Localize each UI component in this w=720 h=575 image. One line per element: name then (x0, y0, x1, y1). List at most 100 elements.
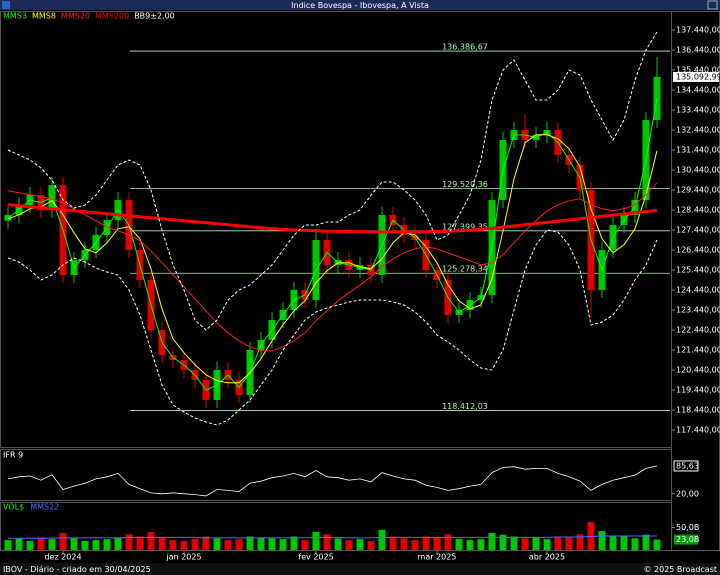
volume-bar (411, 540, 419, 550)
volume-bar (499, 534, 507, 550)
volume-bar (356, 539, 364, 550)
y-tick-label: 124.440,00 (676, 286, 720, 295)
volume-bar (235, 539, 243, 550)
candle-body (4, 215, 12, 221)
y-tick-label: 129.440,00 (676, 186, 720, 195)
y-tick-label: 119.440,00 (676, 386, 720, 395)
x-tick-label: jan 2025 (165, 553, 201, 562)
volume-bar (81, 541, 89, 550)
y-tick-label: 131.440,00 (676, 146, 720, 155)
volume-bar (653, 539, 661, 550)
candle-body (653, 76, 661, 120)
y-tick-label: 132.440,00 (676, 126, 720, 135)
volume-bar (367, 541, 375, 550)
y-tick-label: 85,63 (676, 461, 699, 470)
volume-bar (125, 534, 133, 550)
rsi-value-tag (673, 460, 699, 472)
volume-bar (323, 534, 331, 550)
x-tick-label: dez 2024 (44, 553, 81, 562)
volume-bar (609, 535, 617, 550)
y-tick-label: 117.440,00 (676, 426, 720, 435)
last-price-label: 135.092,99 (676, 72, 720, 81)
volume-bar (543, 539, 551, 550)
y-tick-label: 128.440,00 (676, 206, 720, 215)
y-tick-label: 137.440,00 (676, 26, 720, 35)
indicator-line (7, 203, 658, 234)
x-tick-label: abr 2025 (529, 553, 565, 562)
indicator-line (7, 134, 658, 384)
volume-bar (598, 531, 606, 550)
volume-bar (488, 532, 496, 550)
legend-entry: MMS22 (30, 503, 59, 512)
plot-layer: 117.440,00 118.440,00 119.440,00 120.440,00… (3, 12, 720, 562)
volume-bar (147, 532, 155, 550)
volume-bar (378, 529, 386, 550)
volume-bar (213, 538, 221, 550)
volume-bar (301, 540, 309, 550)
legend-entry: MMS200 (95, 12, 129, 21)
y-tick-label: 133.440,00 (676, 106, 720, 115)
fibonacci-label: 129.520,36 (442, 180, 488, 189)
footer-left: IBOV - Diário - criado em 30/04/2025 (3, 565, 151, 574)
title-bar (0, 0, 720, 10)
volume-bar (169, 540, 177, 550)
volume-bar (521, 538, 529, 550)
fibonacci-label: 118.412,03 (442, 402, 488, 411)
volume-bar (466, 540, 474, 550)
last-price-tag (673, 71, 719, 82)
volume-bar (37, 537, 45, 550)
volume-bar (422, 536, 430, 550)
chart-title: Indice Bovespa - Ibovespa, A Vista (291, 1, 429, 10)
legend-entry: MMS3 (3, 12, 27, 21)
y-tick-label: 126.440,00 (676, 246, 720, 255)
volume-bar (642, 534, 650, 550)
bollinger-upper (7, 31, 658, 331)
volume-bar (345, 540, 353, 550)
volume-bar (158, 537, 166, 550)
volume-bar (257, 537, 265, 550)
volume-bar (389, 536, 397, 550)
volume-average-line (8, 535, 657, 539)
volume-bar (620, 536, 628, 550)
volume-bar (444, 534, 452, 550)
footer-bar (0, 563, 720, 575)
window-button[interactable] (707, 0, 718, 10)
menu-icon[interactable] (2, 1, 10, 9)
x-tick-label: fev 2025 (298, 553, 333, 562)
x-tick-label: mar 2025 (418, 553, 457, 562)
volume-bar (92, 540, 100, 550)
fibonacci-label: 125.278,34 (442, 265, 488, 274)
legend-entry: BB9±2,00 (134, 12, 175, 21)
volume-bar (312, 532, 320, 550)
volume-bar (4, 540, 12, 550)
volume-bar (510, 536, 518, 550)
y-tick-label: 20,00 (676, 489, 699, 498)
y-tick-label: 23,0B (676, 535, 699, 544)
volume-bar (15, 538, 23, 550)
volume-bar (59, 532, 67, 550)
volume-bar (70, 538, 78, 550)
volume-bar (136, 536, 144, 550)
volume-bar (191, 538, 199, 550)
volume-bar (433, 537, 441, 550)
y-tick-label: 125.440,00 (676, 266, 720, 275)
volume-bar (48, 539, 56, 550)
volume-bar (400, 538, 408, 550)
indicator-line (7, 182, 658, 352)
volume-title: VOL$ (3, 503, 24, 512)
volume-bar (565, 537, 573, 550)
volume-bar (246, 536, 254, 550)
y-tick-label: 127.440,00 (676, 226, 720, 235)
indicator-line (7, 98, 658, 391)
y-tick-label: 135.440,00 (676, 66, 720, 75)
fibonacci-label: 127.399,35 (442, 222, 488, 231)
volume-bar (631, 538, 639, 550)
volume-bar (268, 538, 276, 550)
volume-bar (554, 536, 562, 550)
y-tick-label: 121.440,00 (676, 346, 720, 355)
volume-bar (26, 541, 34, 550)
y-tick-label: 120.440,00 (676, 366, 720, 375)
volume-value-tag (674, 534, 698, 545)
